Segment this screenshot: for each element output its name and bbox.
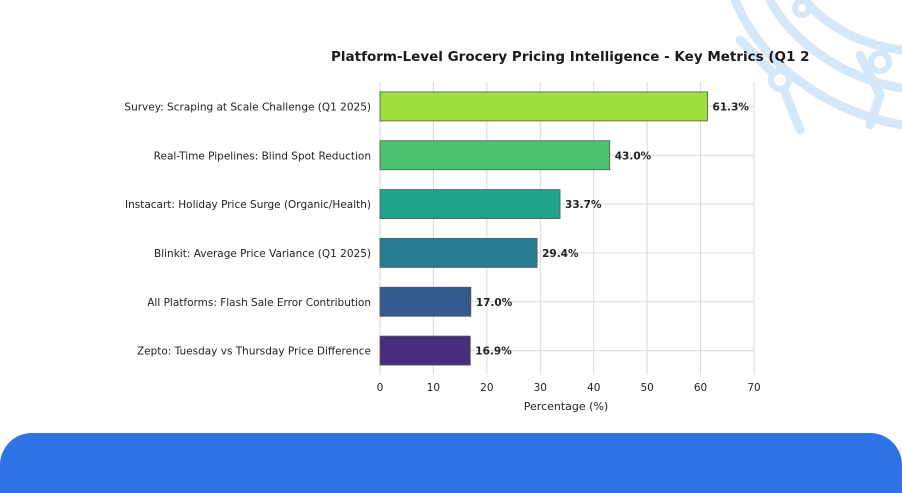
y-tick-label: All Platforms: Flash Sale Error Contribu… (147, 297, 371, 309)
chart-title: Platform-Level Grocery Pricing Intellige… (331, 49, 810, 65)
bar-chart: Platform-Level Grocery Pricing Intellige… (124, 49, 810, 413)
x-tick-label: 40 (587, 382, 600, 394)
bar (379, 238, 538, 268)
y-tick-label: Survey: Scraping at Scale Challenge (Q1 … (124, 101, 371, 113)
y-tick-label: Real-Time Pipelines: Blind Spot Reductio… (154, 150, 371, 162)
decorative-circuit-graphic (730, 0, 902, 135)
x-tick-label: 30 (534, 382, 547, 394)
bar (379, 189, 561, 219)
bar-value-label: 43.0% (615, 150, 652, 162)
x-tick-label: 0 (377, 382, 384, 394)
bar (379, 335, 471, 366)
bar (379, 140, 611, 171)
bar-value-label: 29.4% (542, 248, 579, 260)
y-tick-label: Instacart: Holiday Price Surge (Organic/… (125, 199, 371, 211)
bar-value-label: 33.7% (565, 199, 602, 211)
x-tick-label: 10 (427, 382, 440, 394)
bar (379, 91, 708, 122)
bar-value-label: 17.0% (476, 297, 513, 309)
x-axis-label: Percentage (%) (524, 400, 608, 413)
bar (379, 286, 472, 317)
bar-value-label: 61.3% (713, 101, 750, 113)
x-tick-label: 70 (747, 382, 760, 394)
footer-banner (0, 433, 902, 493)
x-tick-label: 50 (640, 382, 653, 394)
bar-value-label: 16.9% (475, 346, 512, 358)
x-tick-label: 60 (694, 382, 707, 394)
y-tick-label: Blinkit: Average Price Variance (Q1 2025… (154, 248, 371, 260)
x-tick-label: 20 (480, 382, 493, 394)
y-tick-label: Zepto: Tuesday vs Thursday Price Differe… (137, 346, 371, 358)
